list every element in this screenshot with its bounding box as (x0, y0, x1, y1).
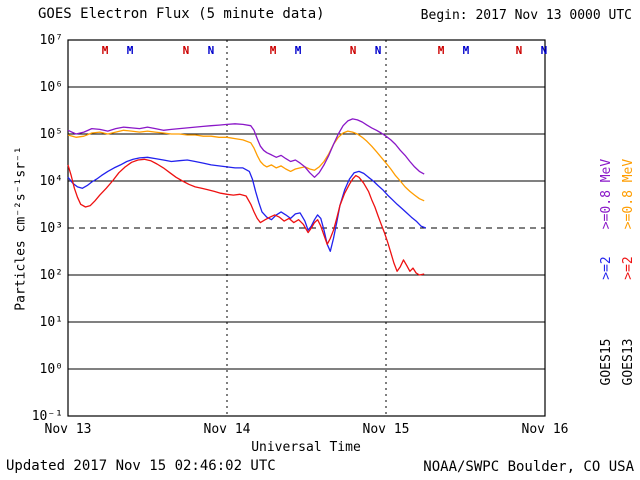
y-tick-label: 10⁻¹ (32, 409, 63, 424)
satellite-noon-marker: N (208, 44, 215, 57)
y-tick-label: 10⁷ (40, 33, 63, 48)
satellite-midnight-marker: M (463, 44, 470, 57)
x-tick-label: Nov 13 (45, 422, 92, 437)
y-axis-title: Particles cm⁻²s⁻¹sr⁻¹ (13, 146, 29, 311)
x-tick-label: Nov 16 (522, 422, 569, 437)
series-goes15-0.8-mev (67, 118, 425, 178)
chart-title: GOES Electron Flux (5 minute data) (38, 6, 325, 22)
satellite-midnight-marker: M (270, 44, 277, 57)
satellite-noon-marker: N (375, 44, 382, 57)
satellite-midnight-marker: M (295, 44, 302, 57)
y-tick-label: 10⁴ (40, 174, 63, 189)
satellite-noon-marker: N (350, 44, 357, 57)
series-goes13-2-mev (67, 158, 425, 276)
legend-satellite-label: GOES13 (621, 339, 636, 386)
satellite-noon-marker: N (516, 44, 523, 57)
legend-energy-label: >=2 (621, 256, 636, 279)
y-tick-label: 10⁶ (40, 80, 63, 95)
begin-time-label: Begin: 2017 Nov 13 0000 UTC (420, 8, 632, 23)
x-tick-label: Nov 15 (363, 422, 410, 437)
y-tick-label: 10⁰ (40, 362, 63, 377)
plot-border (67, 39, 546, 417)
updated-timestamp: Updated 2017 Nov 15 02:46:02 UTC (6, 458, 276, 474)
satellite-noon-marker: N (183, 44, 190, 57)
legend-energy-label: >=0.8 MeV (599, 159, 614, 230)
legend-energy-label: >=0.8 MeV (621, 159, 636, 230)
satellite-midnight-marker: M (127, 44, 134, 57)
source-attribution: NOAA/SWPC Boulder, CO USA (423, 459, 634, 475)
series-goes15-2-mev (67, 156, 427, 252)
legend-energy-label: >=2 (599, 256, 614, 279)
x-tick-label: Nov 14 (204, 422, 251, 437)
x-axis-title: Universal Time (251, 440, 361, 455)
satellite-midnight-marker: M (102, 44, 109, 57)
y-tick-label: 10¹ (40, 315, 63, 330)
legend-satellite-label: GOES15 (599, 339, 614, 386)
satellite-noon-marker: N (541, 44, 548, 57)
y-tick-label: 10² (40, 268, 63, 283)
satellite-midnight-marker: M (438, 44, 445, 57)
y-tick-label: 10⁵ (40, 127, 63, 142)
series-goes13-0.8-mev (67, 129, 425, 202)
y-tick-label: 10³ (40, 221, 63, 236)
